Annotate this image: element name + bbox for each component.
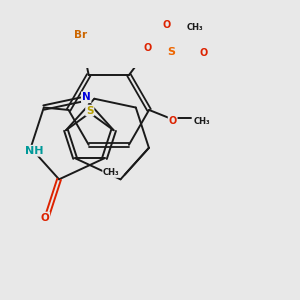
Text: O: O	[40, 212, 49, 223]
Text: O: O	[169, 116, 177, 126]
Text: CH₃: CH₃	[103, 168, 120, 177]
Text: NH: NH	[25, 146, 44, 156]
Text: S: S	[167, 47, 175, 57]
Text: O: O	[200, 48, 208, 58]
Text: Br: Br	[74, 30, 87, 40]
Text: N: N	[82, 92, 91, 102]
Text: CH₃: CH₃	[186, 22, 203, 32]
Text: S: S	[86, 106, 94, 116]
Text: O: O	[144, 43, 152, 53]
Text: CH₃: CH₃	[194, 117, 210, 126]
Text: O: O	[162, 20, 171, 30]
